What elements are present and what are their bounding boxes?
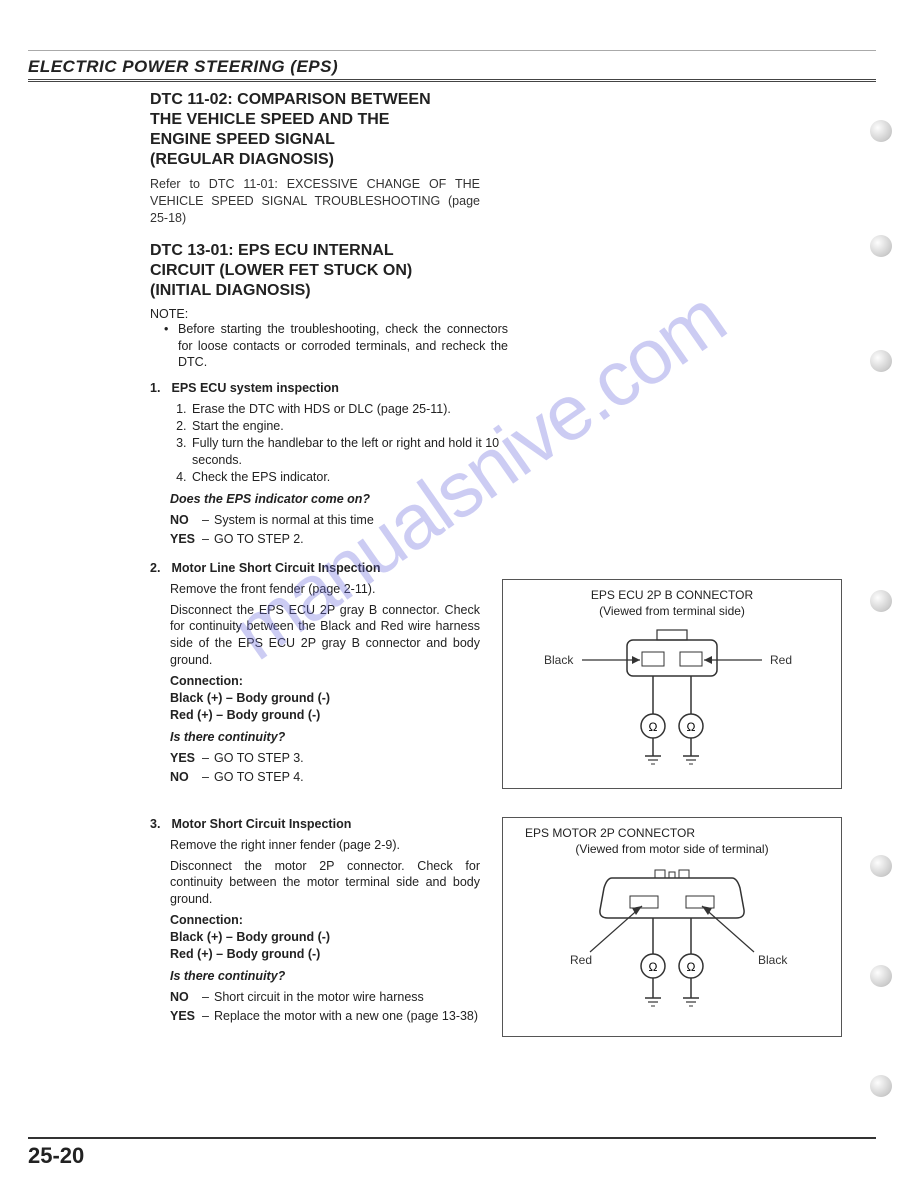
dtc-11-02-heading: DTC 11-02: COMPARISON BETWEEN THE VEHICL… <box>150 90 870 170</box>
hole-icon <box>870 350 892 372</box>
answer-yes: YES–GO TO STEP 2. <box>170 531 870 549</box>
connection-line: Black (+) – Body ground (-) <box>170 930 330 944</box>
heading-line: ENGINE SPEED SIGNAL <box>150 131 335 148</box>
step-question: Does the EPS indicator come on? <box>170 492 870 506</box>
hole-icon <box>870 855 892 877</box>
step-number: 2. <box>150 561 168 575</box>
hole-icon <box>870 590 892 612</box>
step-3-row: 3. Motor Short Circuit Inspection Remove… <box>150 817 870 1038</box>
connection-block: Connection: Black (+) – Body ground (-) … <box>170 912 490 963</box>
connector-diagram-icon: Red Black Ω Ω <box>522 860 822 1030</box>
connection-label: Connection: <box>170 913 243 927</box>
hole-icon <box>870 1075 892 1097</box>
answer-no: NO–GO TO STEP 4. <box>170 769 490 787</box>
paragraph: Remove the right inner fender (page 2-9)… <box>170 837 480 854</box>
svg-text:Ω: Ω <box>687 960 696 974</box>
heading-line: DTC 11-02: COMPARISON BETWEEN <box>150 91 431 108</box>
paragraph: Disconnect the motor 2P connector. Check… <box>170 858 480 909</box>
figure-title: EPS MOTOR 2P CONNECTOR <box>513 826 831 840</box>
note-label: NOTE: <box>150 307 870 321</box>
list-item: Erase the DTC with HDS or DLC (page 25-1… <box>190 401 520 418</box>
paragraph: Remove the front fender (page 2-11). <box>170 581 480 598</box>
content-column: DTC 11-02: COMPARISON BETWEEN THE VEHICL… <box>150 90 870 1038</box>
list-item: Fully turn the handlebar to the left or … <box>190 435 520 469</box>
label-black: Black <box>758 953 788 967</box>
paragraph: Disconnect the EPS ECU 2P gray B connect… <box>170 602 480 670</box>
step-number: 3. <box>150 817 168 831</box>
heading-line: DTC 13-01: EPS ECU INTERNAL <box>150 242 394 259</box>
label-black: Black <box>544 653 574 667</box>
step-head: 1. EPS ECU system inspection <box>150 381 870 395</box>
svg-text:Ω: Ω <box>649 720 658 734</box>
refer-text: Refer to DTC 11-01: EXCESSIVE CHANGE OF … <box>150 176 480 227</box>
hole-icon <box>870 120 892 142</box>
answer-yes: YES–GO TO STEP 3. <box>170 750 490 768</box>
step-2: 2. Motor Line Short Circuit Inspection R… <box>150 561 490 787</box>
step-title: Motor Line Short Circuit Inspection <box>171 561 380 575</box>
step-title: Motor Short Circuit Inspection <box>171 817 351 831</box>
step-3: 3. Motor Short Circuit Inspection Remove… <box>150 817 490 1026</box>
step-2-row: 2. Motor Line Short Circuit Inspection R… <box>150 561 870 799</box>
section-title: ELECTRIC POWER STEERING (EPS) <box>28 50 876 82</box>
connection-block: Connection: Black (+) – Body ground (-) … <box>170 673 490 724</box>
figure-eps-ecu-connector: EPS ECU 2P B CONNECTOR (Viewed from term… <box>502 579 842 789</box>
step-question: Is there continuity? <box>170 969 490 983</box>
heading-line: THE VEHICLE SPEED AND THE <box>150 111 389 128</box>
label-red: Red <box>770 653 792 667</box>
answer-yes: YES–Replace the motor with a new one (pa… <box>170 1008 490 1026</box>
step-head: 2. Motor Line Short Circuit Inspection <box>150 561 490 575</box>
answer-text: GO TO STEP 4. <box>214 770 304 784</box>
note-bullet: Before starting the troubleshooting, che… <box>150 321 508 372</box>
connector-diagram-icon: Black Red Ω Ω <box>522 622 822 782</box>
answer-text: Short circuit in the motor wire harness <box>214 990 424 1004</box>
answer-text: Replace the motor with a new one (page 1… <box>214 1009 478 1023</box>
heading-line: (REGULAR DIAGNOSIS) <box>150 151 334 168</box>
figure-eps-motor-connector: EPS MOTOR 2P CONNECTOR (Viewed from moto… <box>502 817 842 1037</box>
step-number: 1. <box>150 381 168 395</box>
heading-line: CIRCUIT (LOWER FET STUCK ON) <box>150 262 412 279</box>
answer-no: NO–Short circuit in the motor wire harne… <box>170 989 490 1007</box>
dtc-13-01-heading: DTC 13-01: EPS ECU INTERNAL CIRCUIT (LOW… <box>150 241 870 301</box>
page: manualsnive.com ELECTRIC POWER STEERING … <box>0 0 904 1187</box>
answer-text: GO TO STEP 3. <box>214 751 304 765</box>
label-red: Red <box>570 953 592 967</box>
answer-text: System is normal at this time <box>214 513 374 527</box>
step-title: EPS ECU system inspection <box>171 381 338 395</box>
step-question: Is there continuity? <box>170 730 490 744</box>
svg-text:Ω: Ω <box>687 720 696 734</box>
list-item: Check the EPS indicator. <box>190 469 520 486</box>
connection-line: Red (+) – Body ground (-) <box>170 708 320 722</box>
connection-line: Red (+) – Body ground (-) <box>170 947 320 961</box>
page-number: 25-20 <box>28 1137 876 1169</box>
hole-icon <box>870 965 892 987</box>
svg-text:Ω: Ω <box>649 960 658 974</box>
hole-icon <box>870 235 892 257</box>
figure-subtitle: (Viewed from motor side of terminal) <box>513 842 831 856</box>
connection-line: Black (+) – Body ground (-) <box>170 691 330 705</box>
answer-no: NO–System is normal at this time <box>170 512 870 530</box>
heading-line: (INITIAL DIAGNOSIS) <box>150 282 311 299</box>
step-head: 3. Motor Short Circuit Inspection <box>150 817 490 831</box>
list-item: Start the engine. <box>190 418 520 435</box>
step-1: 1. EPS ECU system inspection Erase the D… <box>150 381 870 548</box>
figure-subtitle: (Viewed from terminal side) <box>513 604 831 618</box>
step-1-list: Erase the DTC with HDS or DLC (page 25-1… <box>150 401 520 485</box>
answer-text: GO TO STEP 2. <box>214 532 304 546</box>
figure-title: EPS ECU 2P B CONNECTOR <box>513 588 831 602</box>
connection-label: Connection: <box>170 674 243 688</box>
